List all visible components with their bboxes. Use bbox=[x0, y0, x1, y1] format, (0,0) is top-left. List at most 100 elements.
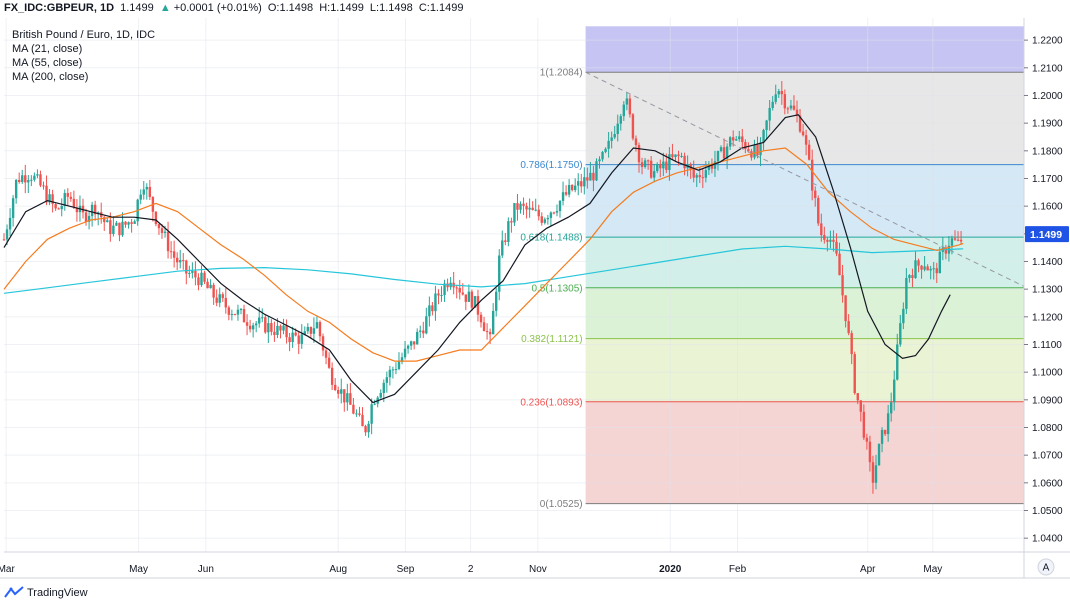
candle-body bbox=[154, 211, 158, 225]
price-tick-label-9: 1.1300 bbox=[1032, 285, 1063, 296]
candle-body bbox=[169, 251, 173, 253]
candle-body bbox=[613, 134, 616, 138]
candle-body bbox=[282, 325, 285, 331]
candle-body bbox=[722, 147, 726, 159]
candle-body bbox=[182, 260, 185, 262]
candle-body bbox=[273, 331, 276, 336]
candle-body bbox=[561, 192, 565, 201]
candle-body bbox=[45, 185, 48, 203]
candle-body bbox=[370, 404, 373, 424]
last-price: 1.1499 bbox=[120, 2, 154, 14]
candle-body bbox=[580, 181, 583, 187]
candle-body bbox=[416, 331, 419, 345]
candle-body bbox=[807, 144, 811, 160]
candle-body bbox=[440, 294, 443, 296]
candle-body bbox=[586, 177, 589, 181]
candle-body bbox=[823, 235, 826, 240]
candle-body bbox=[929, 268, 932, 271]
candle-body bbox=[607, 140, 610, 149]
candle-body bbox=[552, 212, 556, 214]
candle-body bbox=[24, 175, 27, 183]
chart-legend: British Pound / Euro, 1D, IDC MA (21, cl… bbox=[12, 28, 155, 84]
candle-body bbox=[239, 309, 243, 311]
time-tick-label-9: Apr bbox=[860, 564, 876, 575]
candle-body bbox=[434, 293, 437, 312]
candles-group bbox=[2, 81, 963, 494]
candle-body bbox=[850, 333, 853, 355]
last-price-marker bbox=[1025, 226, 1069, 243]
candle-body bbox=[431, 305, 434, 312]
candle-body bbox=[175, 257, 179, 263]
legend-ma200[interactable]: MA (200, close) bbox=[12, 71, 89, 83]
candle-body bbox=[379, 392, 382, 398]
fib-level-label-2: 0.618(1.1488) bbox=[520, 233, 582, 244]
candle-body bbox=[516, 203, 519, 210]
symbol-label[interactable]: FX_IDC:GBPEUR, 1D bbox=[4, 2, 115, 14]
candle-body bbox=[343, 389, 346, 403]
candle-body bbox=[826, 239, 829, 242]
candle-body bbox=[619, 116, 622, 124]
candle-body bbox=[75, 207, 79, 213]
candle-body bbox=[637, 145, 641, 163]
candle-body bbox=[127, 222, 130, 225]
candle-body bbox=[886, 413, 890, 435]
fib-level-label-0: 1(1.2084) bbox=[540, 68, 583, 79]
candle-body bbox=[39, 174, 42, 186]
candle-body bbox=[759, 142, 762, 156]
time-tick-label-3: Aug bbox=[329, 564, 347, 575]
candle-body bbox=[172, 251, 176, 258]
candle-body bbox=[324, 350, 328, 358]
candle-body bbox=[710, 163, 714, 169]
candle-body bbox=[294, 332, 297, 336]
candle-body bbox=[674, 154, 677, 158]
close-label: C: bbox=[418, 2, 430, 14]
ma21-line bbox=[3, 114, 951, 404]
candle-body bbox=[519, 203, 522, 210]
candle-body bbox=[406, 345, 410, 349]
candle-body bbox=[270, 323, 273, 332]
candle-body bbox=[473, 296, 477, 308]
footer-brand[interactable]: TradingView bbox=[4, 586, 88, 599]
candle-body bbox=[367, 423, 370, 433]
candle-body bbox=[874, 465, 878, 483]
time-tick-label-7: 2020 bbox=[659, 564, 682, 575]
candle-body bbox=[956, 239, 960, 241]
candle-body bbox=[789, 105, 793, 109]
candle-body bbox=[121, 221, 124, 236]
price-tick-label-14: 1.0800 bbox=[1032, 423, 1063, 434]
candle-body bbox=[197, 277, 200, 286]
fib-level-label-5: 0.236(1.0893) bbox=[520, 397, 582, 408]
candle-body bbox=[212, 284, 215, 298]
candle-body bbox=[139, 194, 142, 200]
candle-body bbox=[804, 135, 808, 145]
candle-body bbox=[835, 241, 838, 254]
candle-body bbox=[543, 219, 547, 223]
candle-body bbox=[522, 203, 525, 206]
candle-body bbox=[36, 174, 39, 176]
candle-body bbox=[327, 357, 331, 368]
legend-ma55[interactable]: MA (55, close) bbox=[12, 57, 83, 69]
candle-body bbox=[747, 149, 750, 152]
candle-body bbox=[801, 131, 805, 136]
candle-body bbox=[950, 238, 954, 246]
candle-body bbox=[631, 114, 635, 139]
candle-body bbox=[412, 341, 416, 345]
candle-body bbox=[540, 216, 543, 223]
candle-body bbox=[397, 361, 401, 370]
candle-body bbox=[245, 322, 249, 326]
candle-body bbox=[865, 437, 869, 442]
price-tick-label-0: 1.2200 bbox=[1032, 36, 1063, 47]
candle-body bbox=[8, 217, 12, 230]
candle-body bbox=[352, 404, 355, 414]
auto-scale-label[interactable]: A bbox=[1043, 563, 1050, 574]
candle-body bbox=[513, 203, 516, 223]
candle-body bbox=[528, 207, 531, 210]
candle-body bbox=[373, 403, 376, 405]
legend-ma21[interactable]: MA (21, close) bbox=[12, 43, 83, 55]
candle-body bbox=[443, 283, 446, 295]
fib-zone-2 bbox=[585, 164, 1024, 238]
candle-body bbox=[309, 326, 313, 334]
candle-body bbox=[756, 144, 759, 156]
